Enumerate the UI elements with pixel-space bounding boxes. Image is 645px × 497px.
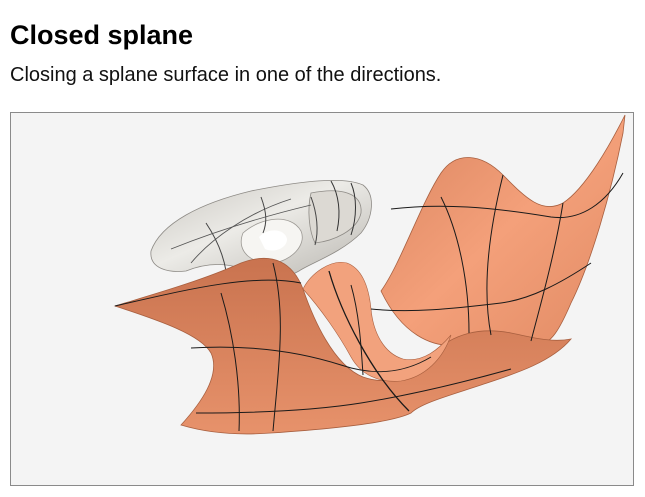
surface-render-figure (10, 112, 634, 486)
page-title: Closed splane (10, 20, 194, 50)
open-splane-surface (113, 114, 626, 435)
surface-render (113, 114, 626, 435)
page-subtitle: Closing a splane surface in one of the d… (10, 64, 442, 86)
closed-splane-surface (150, 179, 372, 278)
